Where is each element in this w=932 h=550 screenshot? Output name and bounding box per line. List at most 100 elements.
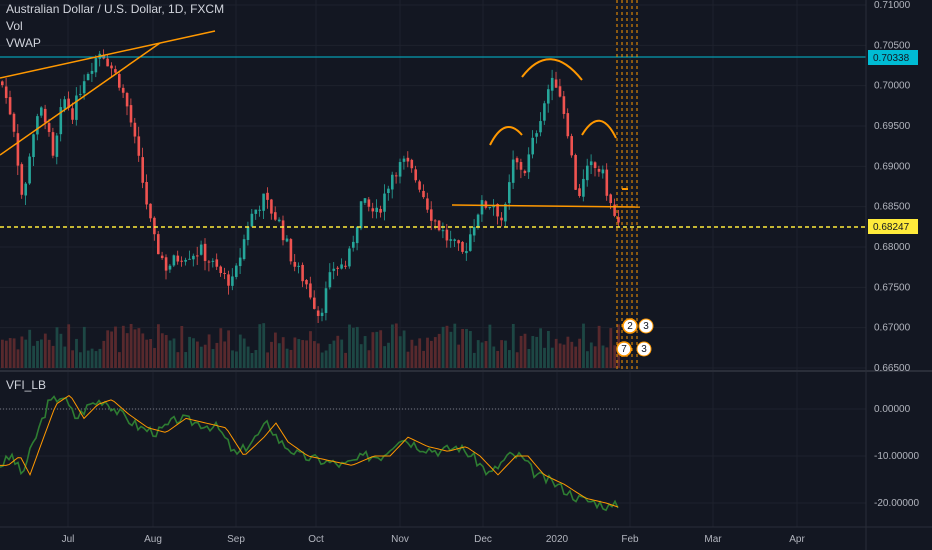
candle-body [293,261,297,267]
candle-body [149,203,152,219]
volume-bar [355,326,359,368]
svg-text:2: 2 [627,321,633,332]
neckline[interactable] [451,204,641,208]
candle-body [508,182,511,204]
candle-body [496,203,499,217]
volume-bar [371,332,375,368]
candle-body [184,259,187,262]
vfi-signal-line[interactable] [0,394,619,508]
candle-body [86,73,90,81]
vfi-pane [0,394,620,512]
candle-body [589,161,593,166]
volume-bar [114,326,117,368]
volume-bar [480,342,484,368]
price-tick-label: 0.69000 [874,161,911,172]
candle-body [492,205,495,208]
candle-body [196,255,199,257]
price-tick-label: 0.68000 [874,242,911,253]
candle-body [422,190,425,198]
candlestick-series[interactable] [1,49,620,323]
vfi-line[interactable] [0,395,619,512]
event-badge[interactable]: 2 [622,318,638,334]
time-tick-label: Mar [704,534,722,545]
head-arc[interactable] [521,58,583,81]
candle-body [110,65,113,69]
volume-bar [47,339,51,368]
svg-text:3: 3 [641,344,647,355]
candle-body [566,113,570,137]
volume-bar [445,325,449,368]
left-shoulder-arc[interactable] [489,126,523,146]
volume-bar [391,324,394,368]
volume-bar [508,350,511,368]
candle-body [394,175,398,177]
candle-body [153,217,156,235]
volume-bar [8,338,12,368]
candle-body [511,159,515,183]
candle-body [242,239,246,260]
volume-bar [55,327,59,368]
time-tick-label: Nov [391,534,409,545]
candle-body [254,209,258,214]
candle-body [309,283,312,298]
volume-bar [59,333,63,368]
candle-body [582,178,585,197]
volume-bar [16,349,20,368]
volume-bar [492,346,496,368]
lower-trendline[interactable] [0,42,161,156]
candle-body [465,251,468,254]
candle-body [297,265,300,267]
candle-body [118,74,121,88]
volume-bar [519,335,523,368]
volume-bar [582,323,585,368]
upper-trendline[interactable] [0,30,216,79]
event-badges[interactable]: 2 3 7 3 [616,318,654,357]
candle-body [258,209,261,211]
volume-bar [383,346,386,368]
candle-body [157,234,160,255]
volume-bar [601,345,605,368]
candle-body [484,201,488,208]
volume-bar [375,331,379,368]
candle-body [547,89,550,104]
price-tick-label: 0.67000 [874,323,911,334]
time-tick-label: Dec [474,534,492,545]
price-tick-label: 0.67500 [874,282,911,293]
candle-body [488,206,492,208]
candle-body [164,257,168,271]
event-badge[interactable]: 3 [638,318,654,334]
candle-body [47,123,51,132]
price-axis-labels: 0.71000 0.70500 0.70000 0.69500 0.69000 0.685… [874,0,911,374]
volume-bar [102,340,106,368]
trend-drawings[interactable] [0,0,641,370]
right-shoulder-arc[interactable] [581,119,617,139]
candle-body [79,93,82,95]
volume-bar [90,348,94,368]
volume-bar [301,340,305,368]
candle-body [328,272,332,288]
indicator-axis-labels: 0.00000 -10.00000 -20.00000 [874,404,919,509]
time-axis[interactable]: Jul Aug Sep Oct Nov Dec 2020 Feb Mar Apr [62,534,806,545]
candle-body [433,220,437,222]
volume-bar [605,347,609,368]
volume-bar [297,339,301,368]
volume-bar [430,340,433,368]
volume-bars [1,323,620,368]
candle-body [207,261,211,263]
svg-text:7: 7 [621,344,627,355]
candle-body [437,220,441,231]
volume-bar [504,340,507,368]
volume-bar [488,324,492,368]
volume-bar [453,323,457,368]
candle-body [246,226,250,240]
event-badge[interactable]: 7 [616,341,632,357]
candle-body [449,239,453,241]
event-badge[interactable]: 3 [636,341,652,357]
candle-body [504,203,507,222]
candle-body [414,169,417,181]
candle-body [375,207,378,213]
candle-body [129,105,133,123]
volume-bar [28,329,32,368]
svg-text:0.68247: 0.68247 [873,222,910,233]
